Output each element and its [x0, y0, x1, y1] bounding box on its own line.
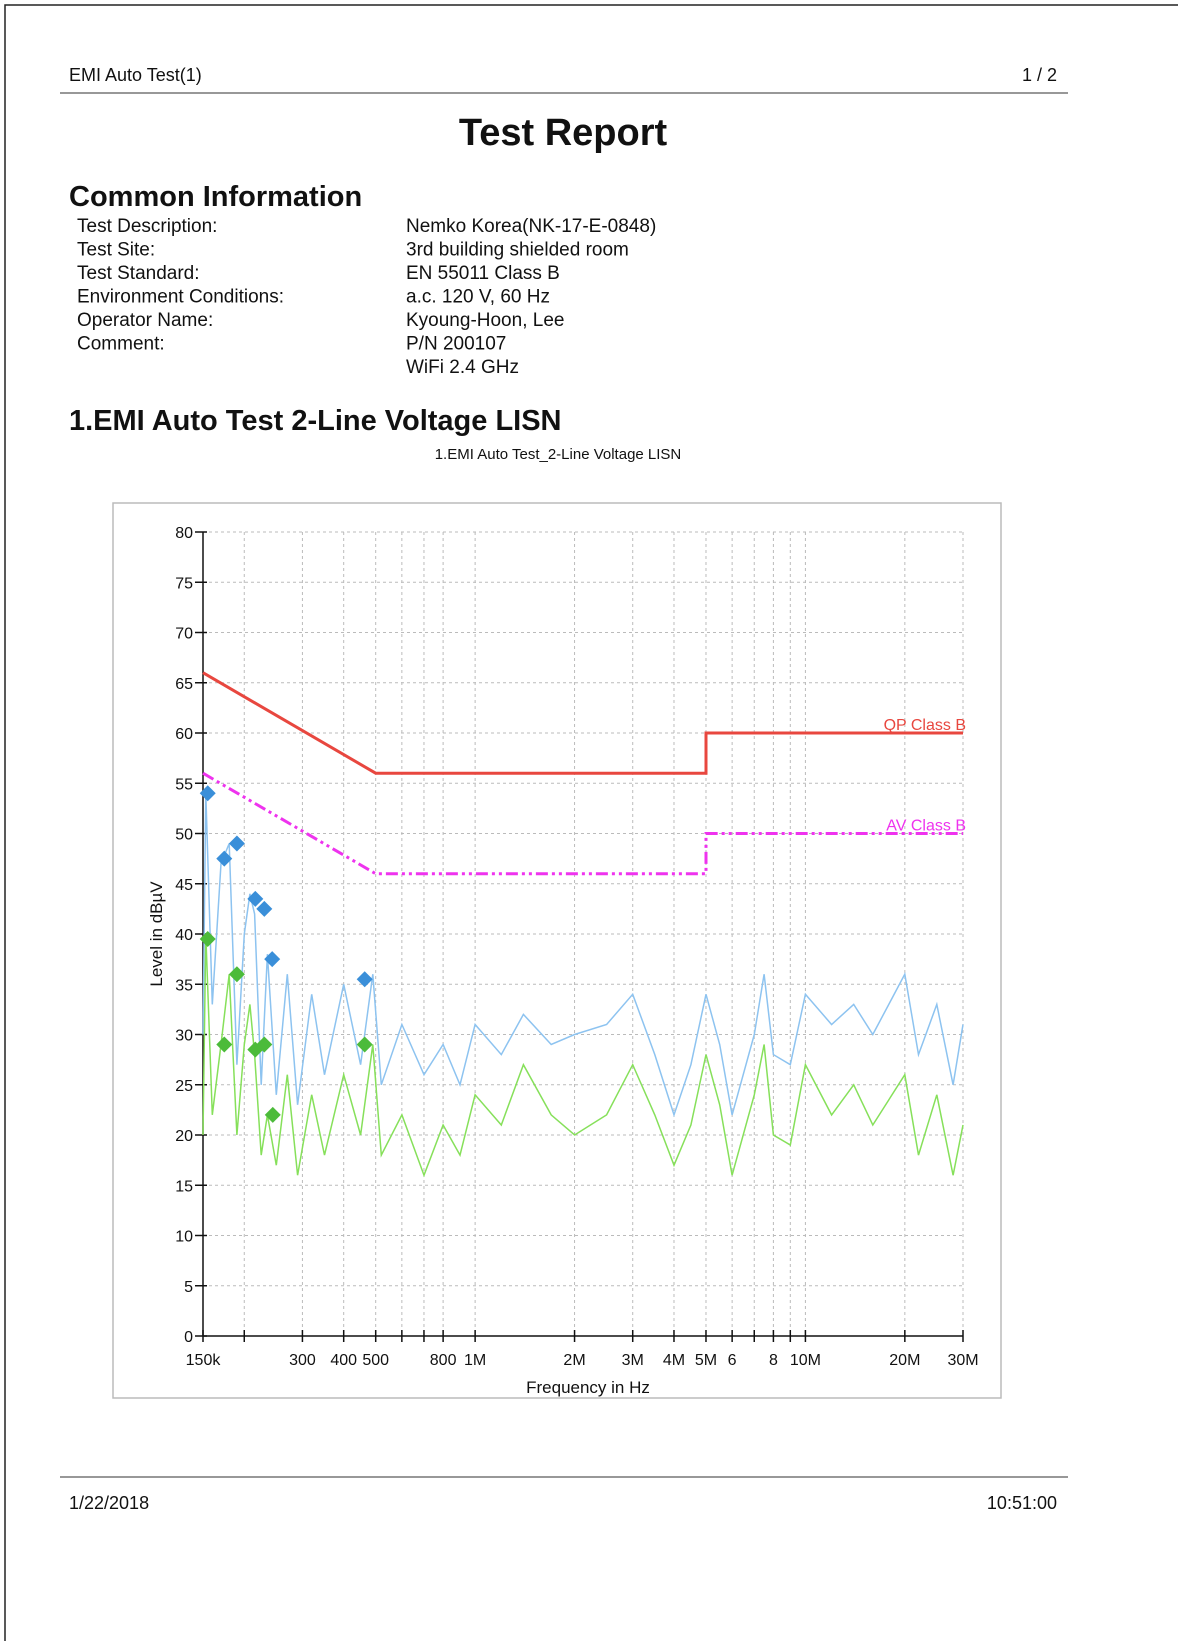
- y-tick-label: 5: [184, 1279, 193, 1296]
- footer-time: 10:51:00: [987, 1493, 1057, 1513]
- footer-date: 1/22/2018: [69, 1493, 149, 1513]
- x-tick-label: 4M: [663, 1352, 685, 1369]
- y-tick-label: 55: [175, 776, 193, 793]
- marker: [264, 951, 281, 968]
- y-tick-label: 30: [175, 1028, 193, 1045]
- x-tick-label: 2M: [563, 1352, 585, 1369]
- y-tick-label: 50: [175, 827, 193, 844]
- y-tick-label: 10: [175, 1229, 193, 1246]
- marker: [256, 900, 273, 917]
- marker: [228, 966, 245, 983]
- info-label: Test Standard:: [77, 263, 200, 284]
- x-axis-label: Frequency in Hz: [526, 1378, 650, 1397]
- y-tick-label: 25: [175, 1078, 193, 1095]
- x-tick-label: 150k: [186, 1352, 222, 1369]
- marker: [247, 890, 264, 907]
- info-value: 3rd building shielded room: [406, 240, 629, 261]
- marker: [356, 1036, 373, 1053]
- x-tick-label: 1M: [464, 1352, 486, 1369]
- x-tick-label: 400: [330, 1352, 357, 1369]
- x-tick-label: 800: [430, 1352, 457, 1369]
- page-border: [4, 4, 1178, 1641]
- info-value: Kyoung-Hoon, Lee: [406, 310, 564, 331]
- y-tick-label: 0: [184, 1329, 193, 1346]
- x-tick-label: 8: [769, 1352, 778, 1369]
- x-tick-label: 6: [728, 1352, 737, 1369]
- info-value: a.c. 120 V, 60 Hz: [406, 287, 550, 308]
- info-table: Test Description: Nemko Korea(NK-17-E-084…: [77, 216, 656, 378]
- y-tick-label: 60: [175, 726, 193, 743]
- marker: [199, 931, 216, 948]
- marker: [228, 835, 245, 852]
- info-value: P/N 200107: [406, 334, 506, 355]
- x-tick-label: 300: [289, 1352, 316, 1369]
- y-tick-label: 20: [175, 1128, 193, 1145]
- y-tick-label: 75: [175, 575, 193, 592]
- info-value: Nemko Korea(NK-17-E-0848): [406, 216, 656, 237]
- y-tick-label: 35: [175, 977, 193, 994]
- marker: [216, 850, 233, 867]
- y-axis-label: Level in dBµV: [147, 881, 166, 987]
- info-label: Test Site:: [77, 240, 155, 261]
- info-heading: Common Information: [69, 181, 362, 213]
- marker: [199, 785, 216, 802]
- x-tick-label: 20M: [889, 1352, 920, 1369]
- y-tick-label: 45: [175, 877, 193, 894]
- info-value: WiFi 2.4 GHz: [406, 357, 519, 378]
- trace: [202, 793, 964, 1118]
- marker: [256, 1036, 273, 1053]
- y-tick-label: 65: [175, 676, 193, 693]
- chart-title: 1.EMI Auto Test_2-Line Voltage LISN: [435, 446, 682, 463]
- info-label: Operator Name:: [77, 310, 213, 331]
- chart: 0 5 10 15 20 25 30 35 40 45 50 55 60 65 70 75 80 150k 300 4…: [147, 525, 979, 1397]
- y-tick-label: 15: [175, 1178, 193, 1195]
- page-title: Test Report: [459, 112, 668, 154]
- header-right: 1 / 2: [1022, 65, 1057, 85]
- trace: [202, 933, 964, 1178]
- info-label: Test Description:: [77, 216, 217, 237]
- y-tick-label: 70: [175, 626, 193, 643]
- chart-frame: [112, 502, 1002, 1399]
- marker: [264, 1106, 281, 1123]
- info-value: EN 55011 Class B: [406, 263, 560, 284]
- header-left: EMI Auto Test(1): [69, 65, 202, 85]
- marker: [356, 971, 373, 988]
- marker: [216, 1036, 233, 1053]
- limit-label: QP Class B: [884, 717, 966, 734]
- info-label: Comment:: [77, 334, 165, 355]
- x-tick-label: 3M: [622, 1352, 644, 1369]
- x-tick-label: 30M: [947, 1352, 978, 1369]
- limit-label: AV Class B: [886, 818, 966, 835]
- x-tick-label: 5M: [695, 1352, 717, 1369]
- limit-line: [202, 671, 963, 775]
- limit-line: [202, 771, 963, 876]
- y-tick-label: 80: [175, 525, 193, 542]
- y-tick-label: 40: [175, 927, 193, 944]
- section-title: 1.EMI Auto Test 2-Line Voltage LISN: [69, 405, 562, 437]
- info-label: Environment Conditions:: [77, 287, 284, 308]
- x-tick-label: 500: [362, 1352, 389, 1369]
- x-tick-label: 10M: [790, 1352, 821, 1369]
